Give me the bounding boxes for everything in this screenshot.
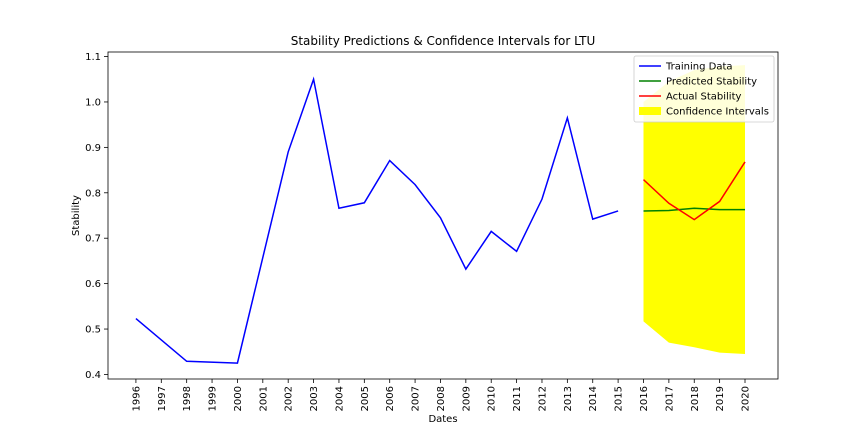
legend-label: Confidence Intervals xyxy=(666,107,769,118)
plot-area xyxy=(135,65,746,364)
x-tick-label: 2003 xyxy=(309,386,320,411)
x-tick-label: 2004 xyxy=(334,386,345,411)
predicted-stability-line xyxy=(643,207,746,212)
x-tick-label: 2008 xyxy=(436,386,447,411)
x-tick-label: 1999 xyxy=(208,386,219,411)
plot-frame xyxy=(107,51,779,380)
y-tick-label: 1.1 xyxy=(85,52,101,63)
x-tick-label: 1998 xyxy=(182,386,193,411)
legend-label: Training Data xyxy=(665,62,733,73)
y-tick-label: 1.0 xyxy=(85,97,101,108)
y-tick-label: 0.6 xyxy=(85,279,101,290)
actual-stability-line xyxy=(642,161,746,221)
x-tick-label: 2020 xyxy=(741,386,752,411)
chart-title: Stability Predictions & Confidence Inter… xyxy=(291,34,596,48)
legend-box xyxy=(633,55,775,123)
x-tick-label: 2016 xyxy=(639,386,650,411)
y-tick-label: 0.7 xyxy=(85,234,101,245)
x-tick-label: 2010 xyxy=(487,386,498,411)
x-tick-label: 2014 xyxy=(588,386,599,411)
y-tick-label: 0.9 xyxy=(85,143,101,154)
x-tick-label: 1997 xyxy=(157,386,168,411)
x-tick-label: 2011 xyxy=(512,386,523,411)
x-tick-label: 2015 xyxy=(614,386,625,411)
x-tick-label: 1996 xyxy=(131,386,142,411)
legend-label: Actual Stability xyxy=(666,92,742,103)
legend-swatch xyxy=(639,107,661,115)
x-tick-label: 2006 xyxy=(385,386,396,411)
legend-label: Predicted Stability xyxy=(666,77,757,88)
x-tick-label: 2017 xyxy=(664,386,675,411)
x-tick-label: 2001 xyxy=(258,386,269,411)
y-tick-label: 0.8 xyxy=(85,188,101,199)
legend: Training Data Predicted Stability Actual S… xyxy=(633,55,775,123)
y-axis-title: Stability xyxy=(71,195,82,236)
x-tick-label: 2018 xyxy=(690,386,701,411)
x-tick-label: 2002 xyxy=(284,386,295,411)
x-tick-label: 2013 xyxy=(563,386,574,411)
x-tick-label: 2007 xyxy=(411,386,422,411)
x-tick-label: 2012 xyxy=(537,386,548,411)
x-tick-label: 2009 xyxy=(461,386,472,411)
y-tick-label: 0.5 xyxy=(85,325,101,336)
training-data-line xyxy=(135,76,619,364)
axes: 0.4 0.5 0.6 0.7 0.8 0.9 1.0 1.1 1996 1997 1998 1999… xyxy=(85,51,779,411)
x-tick-label: 2005 xyxy=(360,386,371,411)
y-tick-label: 0.4 xyxy=(85,370,101,381)
x-tick-label: 2000 xyxy=(233,386,244,411)
x-tick-label: 2019 xyxy=(715,386,726,411)
x-axis-title: Dates xyxy=(428,414,457,425)
confidence-interval-band xyxy=(643,65,746,355)
